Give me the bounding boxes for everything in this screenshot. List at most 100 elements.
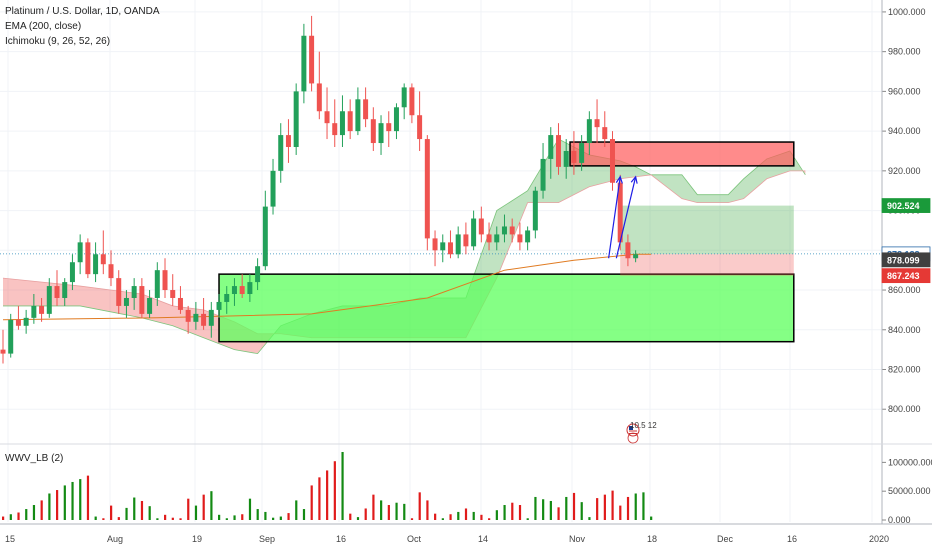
candle-up [501,226,507,235]
candle-up [563,150,569,167]
target-box [620,205,794,255]
volume-bar-down [426,500,429,520]
time-tick-label: Aug [107,534,123,544]
volume-bar-up [380,500,383,520]
volume-bar-up [526,518,529,520]
arrows [608,175,638,259]
candle-up [401,87,407,108]
candle-up [633,254,639,259]
candle-up [8,319,14,354]
cloud-bearish [3,278,273,354]
zones [0,141,882,343]
candle-down [332,123,338,136]
candle-down [370,119,376,144]
arrow-shaft [608,176,621,259]
candle-down [116,278,122,306]
time-tick-label: 2020 [869,534,889,544]
ema-line [2,253,652,321]
candle-down [363,99,369,120]
resistance-zone [569,141,795,167]
candle-down [617,182,623,243]
candle-up [532,190,538,231]
candle-down [177,297,183,310]
candle-down [386,123,392,132]
candle-up [548,135,554,159]
volume-bar-down [318,477,321,520]
support-zone [218,273,795,343]
candle-down [239,286,245,295]
candle-up [193,313,199,322]
candle-up [23,317,29,326]
candle-up [471,218,477,247]
candle-down [486,234,492,243]
candle-down [15,319,21,326]
volume-bar-up [356,517,360,520]
candle-down [54,286,60,298]
volume-bar-up [549,500,552,520]
volume-bar-down [86,475,90,520]
volume-bar-down [449,514,452,520]
price-tag-label: 867.243 [887,271,920,281]
time-tick-label: 15 [5,534,15,544]
volume-bar-up [395,502,398,520]
candle-down [625,242,631,259]
candle-up [255,266,261,283]
volume-bar-up [94,516,97,520]
candle-up [494,234,500,243]
volume-bar-down [364,508,367,520]
volume-bar-up [634,493,637,520]
volume-bar-up [233,515,236,520]
candle-down [201,313,207,326]
candle-up [293,91,299,148]
volume-bar-up [194,505,198,520]
candle-up [586,119,592,144]
volume-bar-down [518,505,522,520]
time-tick-label: Oct [407,534,422,544]
event-badge[interactable]: 10.5 12 [626,421,657,444]
price-tick-label: 860.000 [888,285,921,295]
price-tag [881,268,931,284]
gridlines [0,0,882,522]
candle-down [347,111,353,132]
candle-down [324,111,330,124]
price-tick-label: 940.000 [888,126,921,136]
volume-bar-up [264,511,267,520]
volume-bar-down [17,512,20,520]
price-tag-label: 902.524 [887,201,920,211]
price-tag [881,252,931,268]
volume-bar-up [495,510,498,520]
volume-bar-up [9,514,12,520]
candle-up [262,206,268,267]
time-tick-label: Dec [717,534,734,544]
price-tick-label: 960.000 [888,86,921,96]
volume-bar-down [164,514,167,520]
time-tick-label: 16 [336,534,346,544]
candle-up [540,158,546,191]
volume-bar-up [225,518,228,520]
price-tick-label: 1000.000 [888,7,926,17]
price-tick-label: 840.000 [888,325,921,335]
candle-up [278,135,284,171]
candle-down [162,270,168,291]
candle-down [39,305,45,314]
candle-up [62,282,68,298]
volume-bar-down [202,494,205,520]
candle-down [432,238,438,251]
candle-up [440,242,446,251]
volume-bar-down [387,505,390,520]
volume-bar-down [488,518,491,520]
candle-down [185,309,191,322]
volume-bar-down [40,500,43,520]
candle-up [339,111,345,136]
volume-bar-down [596,498,599,520]
volume-bar-up [565,496,568,520]
volume-bar-up [580,502,583,520]
volume-bar-down [56,490,59,520]
volume-bars [2,452,653,520]
volume-bar-down [611,490,614,520]
candle-up [579,143,585,163]
volume-bar-up [472,511,475,520]
time-tick-label: Nov [569,534,586,544]
